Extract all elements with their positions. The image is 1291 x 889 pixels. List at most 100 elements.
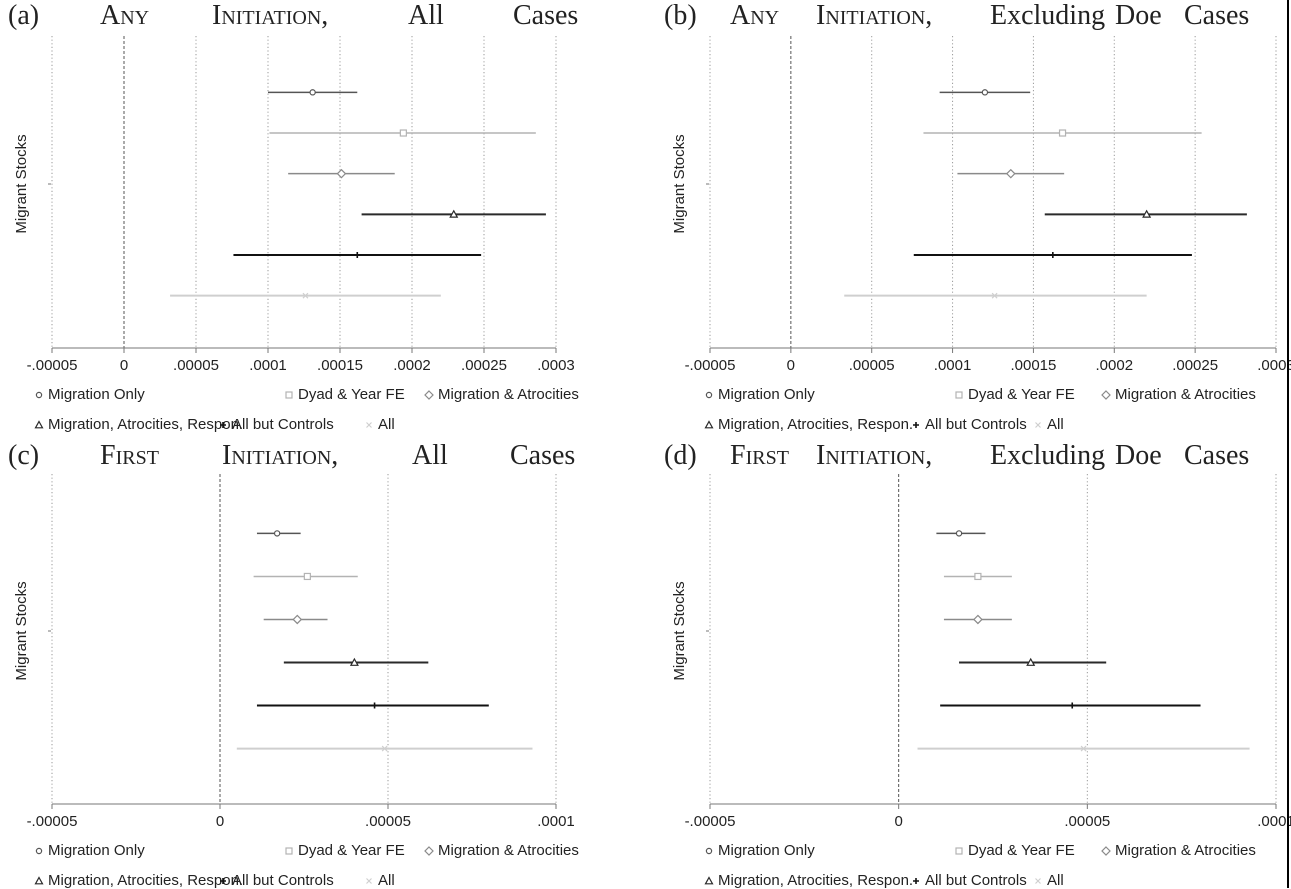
series-circle (939, 89, 1031, 96)
title-word: Excluding (990, 440, 1106, 471)
legend-marker-square (285, 391, 293, 399)
point-estimate (1142, 209, 1152, 218)
x-tick-label: 0 (787, 357, 795, 374)
x-tick-label: .0003 (537, 357, 575, 374)
legend-label: Dyad & Year FE (968, 386, 1075, 403)
legend-marker-circle (35, 391, 43, 399)
x-tick-label: .0001 (934, 357, 972, 374)
legend-marker-shape (366, 422, 372, 428)
legend-label: Migration, Atrocities, Respon. (48, 872, 244, 889)
legend-marker-shape (1101, 390, 1111, 400)
point-estimate (1058, 129, 1067, 137)
plot-area: -.00005 0 .00005 .0001 Migrant Stocks (13, 474, 575, 830)
legend-marker-shape (705, 391, 713, 399)
title-word: All (412, 440, 448, 471)
legend-marker-square (285, 847, 293, 855)
series-square (923, 129, 1202, 137)
point-estimate (1026, 657, 1036, 666)
legend-label: Dyad & Year FE (298, 386, 405, 403)
point-estimate (991, 292, 998, 299)
chart-panel-a: (a) Any Initiation, All Cases -.00005 0 .00005.… (0, 0, 627, 440)
title-word: Any (730, 0, 780, 31)
x-tick-label: .0001 (249, 357, 287, 374)
legend-marker-square (955, 847, 963, 855)
point-estimate (955, 530, 963, 537)
point-estimate (381, 745, 388, 752)
legend-label: Migration Only (48, 386, 145, 403)
legend-label: Migration & Atrocities (438, 842, 579, 859)
legend-marker-x (1035, 878, 1041, 884)
legend-marker-shape (424, 390, 434, 400)
x-tick-label: 0 (894, 813, 902, 830)
legend-label: Dyad & Year FE (298, 842, 405, 859)
legend-label: Migration, Atrocities, Respon. (718, 416, 914, 433)
legend-label: All but Controls (925, 872, 1027, 889)
legend-marker-square (955, 391, 963, 399)
point-estimate (1069, 702, 1076, 709)
point-estimate (1049, 251, 1056, 258)
series-circle (936, 530, 986, 537)
panel-label: (c) (8, 440, 40, 471)
point-estimate (399, 129, 407, 137)
x-tick-label: .00005 (1064, 813, 1110, 830)
series-plus (233, 251, 482, 258)
x-tick-label: -.00005 (27, 813, 78, 830)
point-estimate (1005, 168, 1016, 179)
title-word: Doe (1115, 0, 1162, 31)
legend-marker-shape (285, 391, 293, 399)
legend-marker-shape (913, 878, 919, 885)
panel-label: (b) (664, 0, 697, 31)
point-estimate (449, 209, 459, 218)
legend-item: Migration Only (34, 386, 145, 403)
legend-item: All but Controls (911, 416, 1027, 433)
legend-marker-shape (955, 847, 963, 855)
plot-area: -.00005 0 .00005 .0001 .00015 .0002 .00025 .000… (671, 36, 1291, 374)
title-word: Cases (510, 440, 576, 471)
point-estimate (974, 572, 982, 581)
series-diamond (943, 614, 1012, 625)
x-tick-label: -.00005 (685, 357, 736, 374)
legend-marker-circle (705, 847, 713, 855)
legend-marker-shape (1101, 846, 1111, 856)
chart-panel-b: (b) Any Initiation, Excluding Doe Cases -.0000… (664, 0, 1291, 440)
legend-marker-shape (220, 878, 226, 885)
series-x (844, 292, 1147, 299)
point-estimate (371, 702, 378, 709)
series-square (269, 129, 536, 137)
legend-label: Migration & Atrocities (1115, 842, 1256, 859)
legend-marker-shape (424, 846, 434, 856)
legend-item: Dyad & Year FE (284, 842, 405, 859)
legend-marker-shape (704, 420, 714, 429)
legend-item: Migration, Atrocities, Respon. (704, 416, 913, 433)
title-word: Initiation, (816, 0, 933, 31)
series-circle (256, 530, 301, 537)
legend-marker-shape (366, 878, 372, 884)
legend-label: All (378, 872, 395, 889)
x-tick-label: -.00005 (27, 357, 78, 374)
series-square (943, 572, 1012, 581)
x-tick-label: .0001 (1257, 813, 1291, 830)
y-axis-label: Migrant Stocks (671, 134, 688, 233)
legend-marker-shape (34, 876, 44, 885)
legend-marker-shape (1035, 422, 1041, 428)
legend-marker-x (1035, 422, 1041, 428)
series-diamond (263, 614, 328, 625)
legend-marker-diamond (424, 390, 434, 400)
x-tick-label: 0 (216, 813, 224, 830)
y-axis-label: Migrant Stocks (671, 581, 688, 680)
title-word: Initiation, (212, 0, 329, 31)
legend-marker-plus (913, 422, 919, 429)
legend-marker-diamond (1101, 390, 1111, 400)
series-circle (268, 89, 358, 96)
legend-marker-shape (955, 391, 963, 399)
legend-item: All (364, 872, 395, 889)
legend-marker-shape (913, 422, 919, 429)
legend-marker-circle (705, 391, 713, 399)
point-estimate (1080, 745, 1087, 752)
x-tick-label: .00005 (849, 357, 895, 374)
x-tick-label: .00005 (173, 357, 219, 374)
x-tick-label: .0001 (537, 813, 575, 830)
legend-label: All but Controls (232, 872, 334, 889)
legend-item: All (1033, 416, 1064, 433)
x-tick-label: .0002 (1096, 357, 1134, 374)
